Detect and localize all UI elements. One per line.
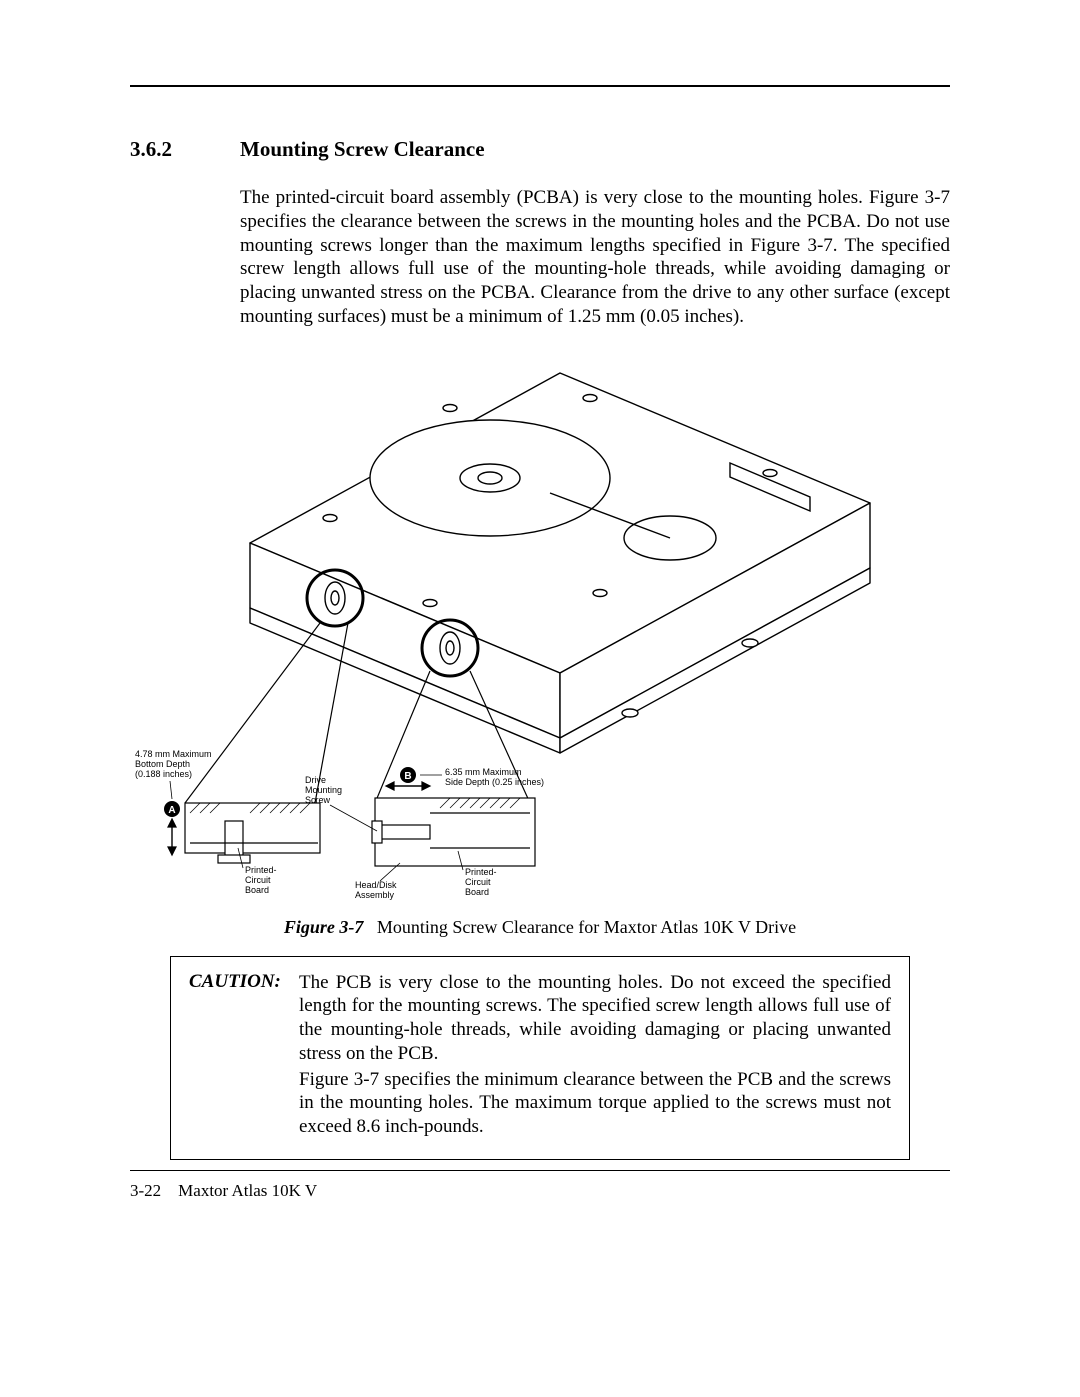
label-pcb-b-2: Circuit	[465, 877, 491, 887]
label-pcb-a-3: Board	[245, 885, 269, 895]
figure-3-7: A	[130, 343, 950, 903]
label-bottom-depth-2: Bottom Depth	[135, 759, 190, 769]
marker-a: A	[168, 805, 175, 816]
section-heading: 3.6.2 Mounting Screw Clearance	[130, 137, 950, 162]
figure-number: Figure 3-7	[284, 917, 364, 937]
label-hda-1: Head/Disk	[355, 880, 397, 890]
label-side-depth-2: Side Depth (0.25 inches)	[445, 777, 544, 787]
figure-caption-text: Mounting Screw Clearance for Maxtor Atla…	[377, 917, 796, 937]
label-bottom-depth-1: 4.78 mm Maximum	[135, 749, 212, 759]
page-footer: 3-22 Maxtor Atlas 10K V	[130, 1170, 950, 1201]
footer-doc-title: Maxtor Atlas 10K V	[178, 1181, 317, 1200]
label-bottom-depth-3: (0.188 inches)	[135, 769, 192, 779]
caution-p1: The PCB is very close to the mounting ho…	[299, 971, 891, 1066]
section-number: 3.6.2	[130, 137, 240, 162]
header-rule	[130, 85, 950, 87]
drive-diagram-svg: A	[130, 343, 950, 903]
caution-box: CAUTION: The PCB is very close to the mo…	[170, 956, 910, 1160]
caution-p2: Figure 3-7 specifies the minimum clearan…	[299, 1068, 891, 1139]
label-hda-2: Assembly	[355, 890, 395, 900]
figure-caption: Figure 3-7 Mounting Screw Clearance for …	[130, 917, 950, 938]
section-title: Mounting Screw Clearance	[240, 137, 485, 162]
label-pcb-a-2: Circuit	[245, 875, 271, 885]
label-pcb-b-1: Printed-	[465, 867, 497, 877]
label-pcb-a-1: Printed-	[245, 865, 277, 875]
caution-label: CAUTION:	[189, 971, 299, 1141]
label-drive-mount-3: Screw	[305, 795, 331, 805]
footer-page-num: 3-22	[130, 1181, 161, 1200]
label-drive-mount-1: Drive	[305, 775, 326, 785]
footer-rule	[130, 1170, 950, 1171]
label-side-depth-1: 6.35 mm Maximum	[445, 767, 522, 777]
body-paragraph: The printed-circuit board assembly (PCBA…	[240, 186, 950, 329]
label-pcb-b-3: Board	[465, 887, 489, 897]
caution-text: The PCB is very close to the mounting ho…	[299, 971, 891, 1141]
marker-b: B	[404, 771, 411, 782]
label-drive-mount-2: Mounting	[305, 785, 342, 795]
